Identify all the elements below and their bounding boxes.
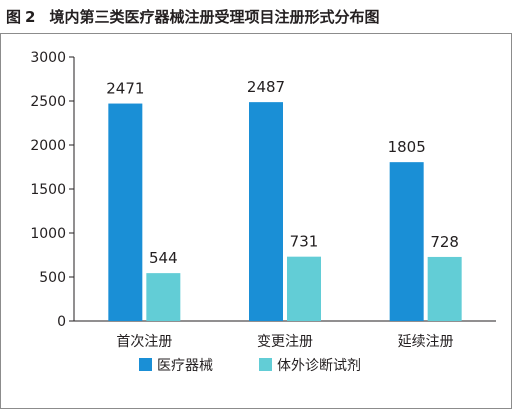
bar [108, 103, 143, 321]
x-tick-label: 首次注册 [116, 334, 172, 350]
bar-value-label: 731 [290, 233, 319, 251]
bar-value-label: 2471 [106, 80, 144, 98]
figure-number: 2 [25, 8, 36, 26]
y-tick-label: 2000 [30, 138, 66, 154]
bar [146, 273, 181, 321]
bar [427, 256, 462, 321]
bar-value-label: 1805 [388, 138, 426, 156]
y-tick-label: 2500 [30, 94, 66, 110]
bar [249, 102, 283, 321]
y-tick-label: 3000 [30, 50, 66, 66]
x-tick-label: 延续注册 [398, 333, 454, 350]
bar-value-label: 728 [430, 233, 459, 251]
bar [287, 256, 321, 321]
legend-swatch [139, 358, 152, 371]
bar [389, 162, 424, 321]
bar-value-label: 2487 [247, 78, 285, 96]
figure-label: 图 [6, 8, 22, 26]
bar-chart: 0 500 1000 1500 2000 2500 3000 2471 544 首次注册 2487 7… [30, 50, 496, 374]
legend-swatch [259, 358, 272, 371]
figure-title: 图 2 境内第三类医疗器械注册受理项目注册形式分布图 [6, 2, 379, 32]
y-tick-label: 1500 [30, 182, 66, 198]
figure-title-text: 境内第三类医疗器械注册受理项目注册形式分布图 [49, 8, 380, 26]
chart-frame [0, 33, 512, 409]
x-tick-label: 变更注册 [257, 334, 313, 350]
bar-value-label: 544 [149, 249, 178, 267]
legend-label: 医疗器械 [157, 358, 213, 374]
y-tick-label: 0 [57, 314, 66, 330]
y-tick-label: 1000 [30, 226, 66, 242]
y-tick-label: 500 [39, 270, 66, 286]
legend-label: 体外诊断试剂 [277, 358, 361, 374]
